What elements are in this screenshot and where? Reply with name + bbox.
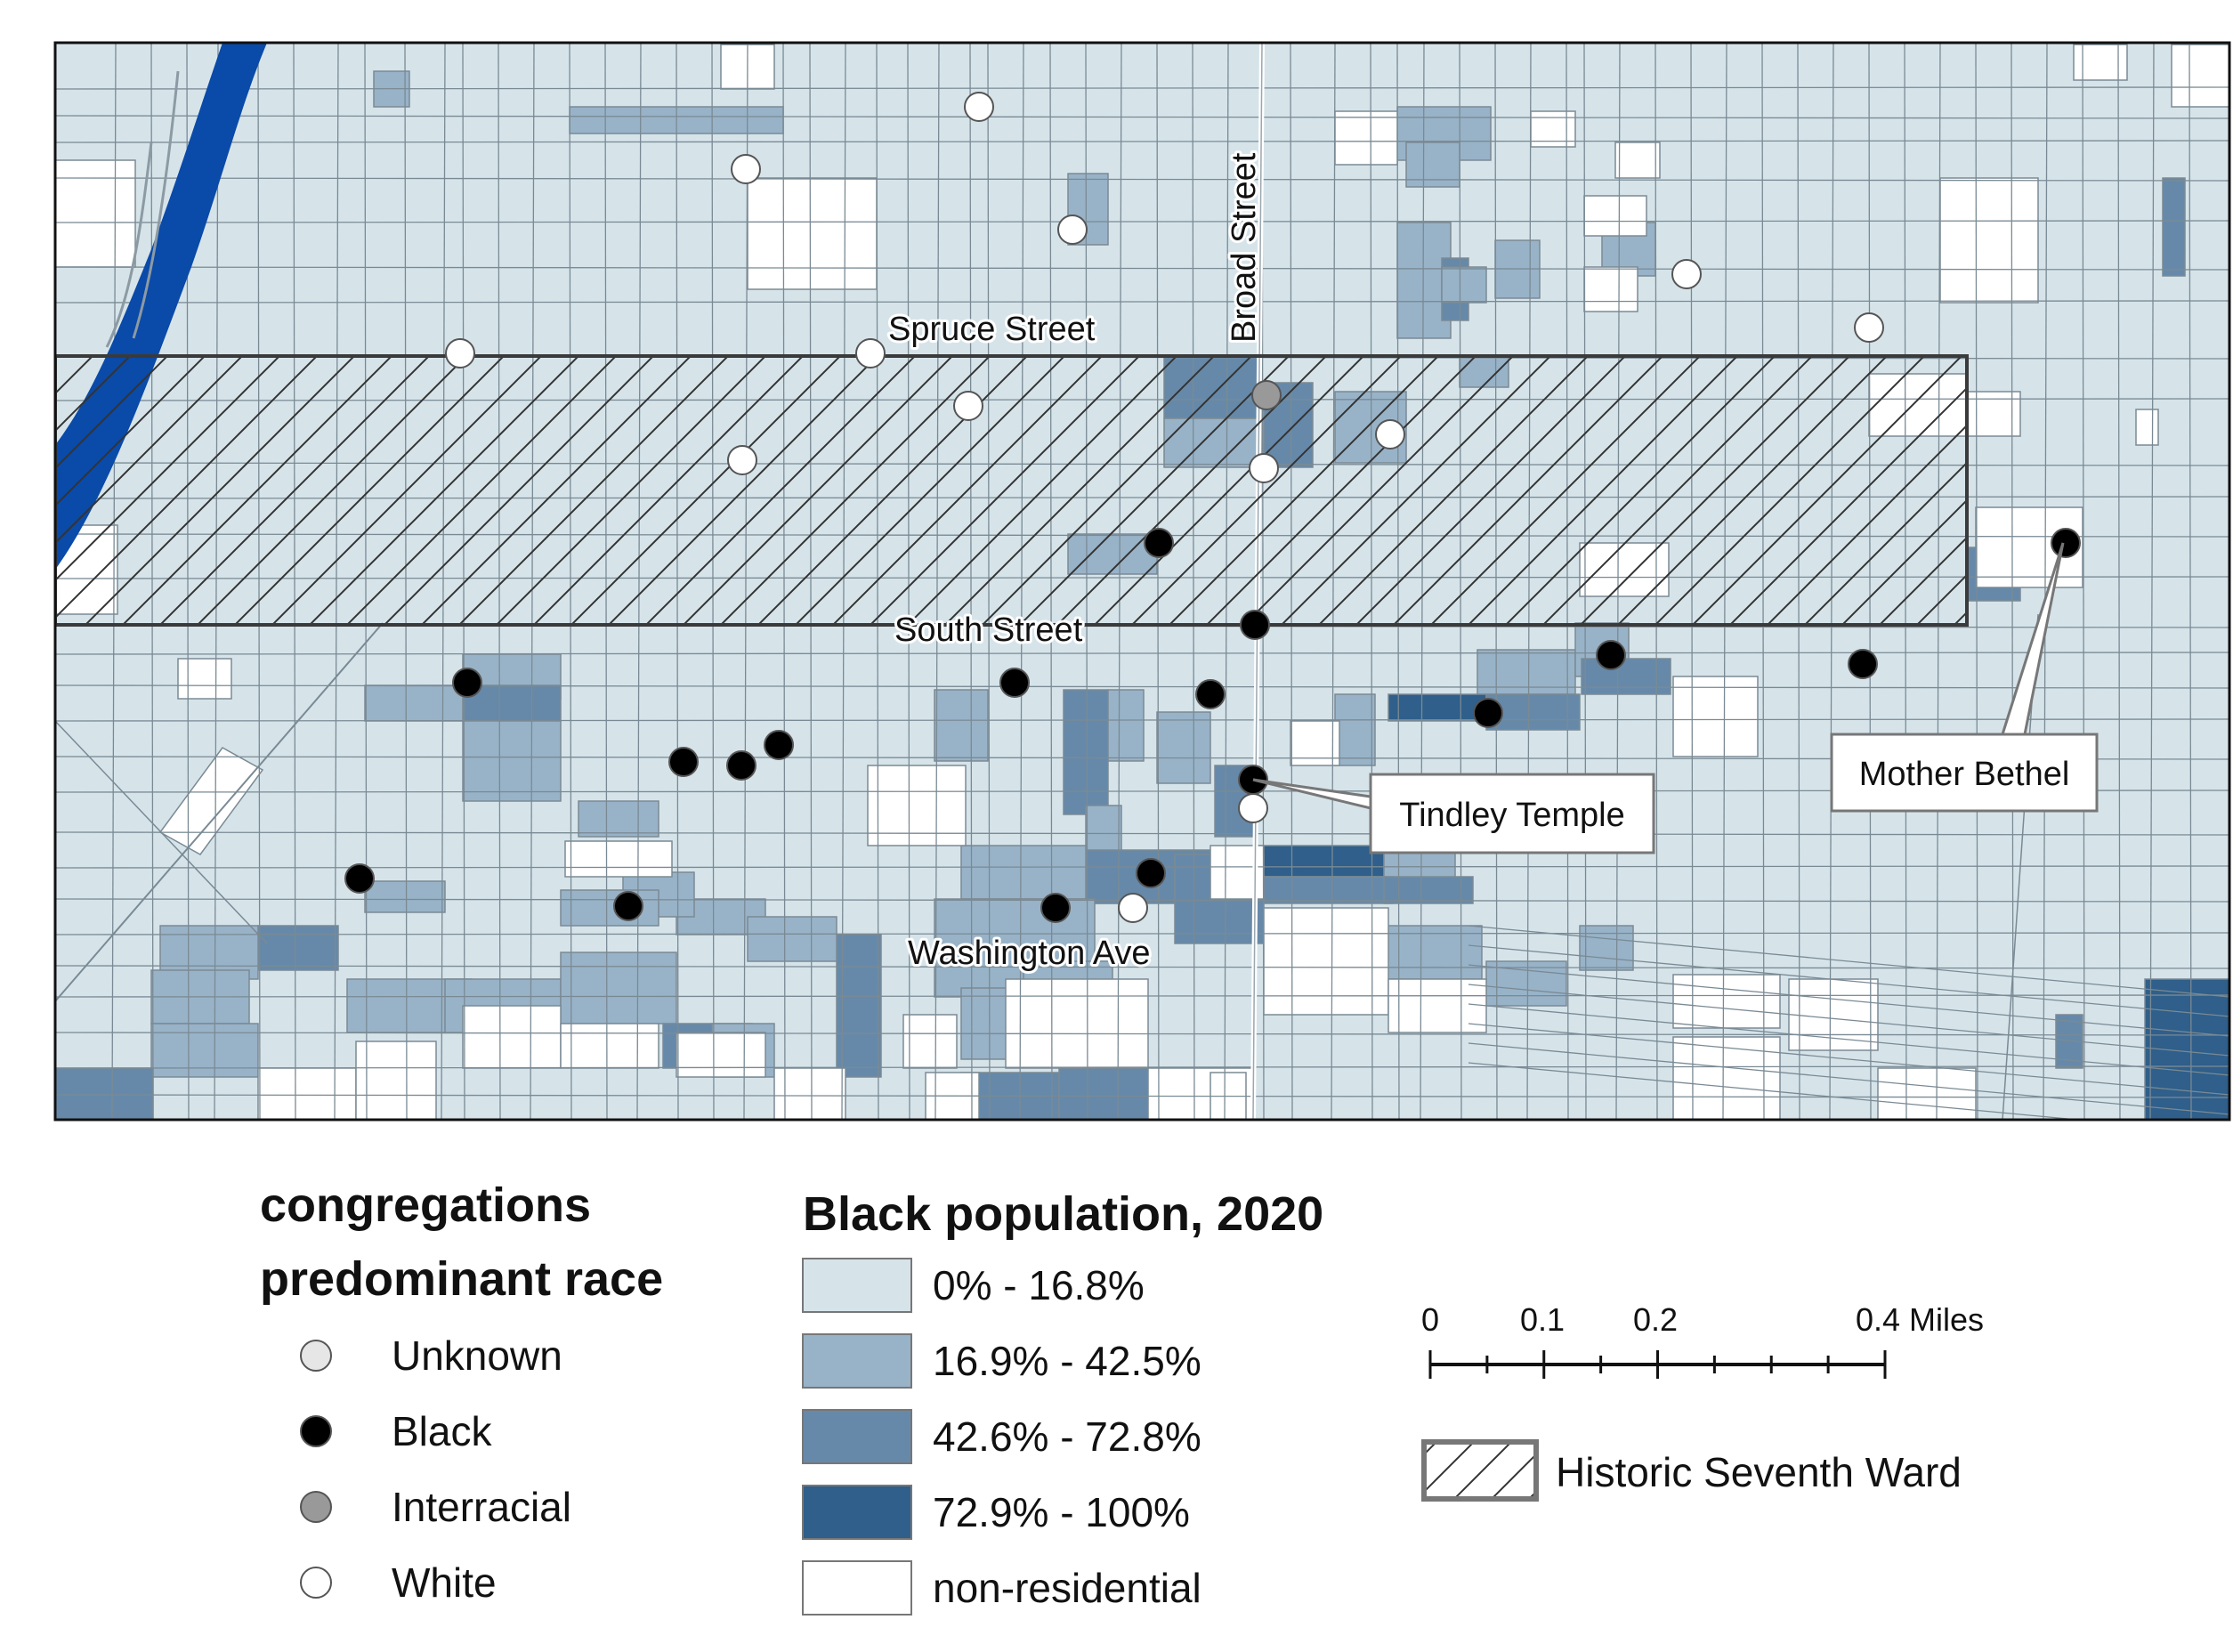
legend-population-swatch (802, 1258, 912, 1313)
legend-congregation-label: White (392, 1559, 497, 1606)
congregation-point (1040, 893, 1071, 923)
legend-population-swatch (802, 1560, 912, 1616)
congregation-point (452, 668, 482, 698)
legend-population: Black population, 2020 0% - 16.8% 16.9% -… (802, 1187, 1323, 1616)
legend-population-swatch (802, 1409, 912, 1464)
congregation-point (999, 668, 1030, 698)
south-street-label: South Street (894, 611, 1083, 649)
legend-congregation-swatch (300, 1340, 332, 1372)
legend-population-label: 72.9% - 100% (933, 1489, 1190, 1535)
congregation-point (1854, 312, 1884, 343)
legend-congregation-label: Interracial (392, 1484, 571, 1530)
riverbank-lines (105, 70, 180, 348)
congregation-point (953, 391, 983, 421)
spruce-street-label: Spruce Street (888, 311, 1096, 348)
legend-congregation-swatch (300, 1415, 332, 1447)
congregation-point (731, 154, 761, 184)
scale-bar: 0 0.1 0.2 0.4 Miles (1421, 1301, 1984, 1379)
congregation-point (613, 891, 643, 921)
scale-label-3: 0.4 Miles (1856, 1301, 1984, 1338)
congregation-point (1118, 893, 1148, 923)
congregation-point (1136, 858, 1166, 888)
legend-population-label: 0% - 16.8% (933, 1262, 1145, 1308)
congregation-point (1238, 793, 1268, 823)
legend-congregations-subtitle: predominant race (260, 1252, 663, 1306)
congregation-point (1848, 649, 1878, 679)
congregation-point (2051, 528, 2081, 558)
legend-congregation-label: Black (392, 1408, 492, 1454)
congregation-point (727, 445, 757, 475)
historic-ward-label: Historic Seventh Ward (1556, 1449, 1962, 1495)
scale-label-0: 0 (1421, 1301, 1439, 1338)
legend-congregation-label: Unknown (392, 1332, 562, 1379)
legend-congregations-title: congregations (260, 1178, 591, 1232)
congregation-point (1251, 380, 1282, 410)
broad-street-label: Broad Street (1226, 152, 1263, 343)
legend-population-label: non-residential (933, 1565, 1201, 1611)
congregation-point (668, 747, 699, 777)
congregation-point (1375, 419, 1405, 449)
congregation-point (1671, 259, 1702, 289)
tindley-temple-label: Tindley Temple (1399, 797, 1624, 834)
congregation-point (1057, 215, 1088, 245)
congregation-point (445, 338, 475, 368)
tindley-temple-callout: Tindley Temple (1252, 773, 1655, 854)
legend-congregation-swatch (300, 1567, 332, 1599)
mother-bethel-callout: Mother Bethel (1830, 542, 2099, 813)
congregation-point (1144, 528, 1174, 558)
congregation-point (1249, 453, 1279, 483)
congregation-point (1473, 698, 1503, 728)
washington-ave-label: Washington Ave (908, 935, 1151, 972)
congregation-point (855, 338, 886, 368)
legend-congregations: congregations predominant race Unknown Bl… (260, 1178, 663, 1606)
congregation-point (764, 730, 794, 760)
congregation-point (1596, 640, 1626, 670)
scale-label-2: 0.2 (1633, 1301, 1678, 1338)
legend-population-title: Black population, 2020 (803, 1187, 1323, 1241)
legend-historic-ward: Historic Seventh Ward (1421, 1439, 1962, 1502)
legend-population-swatch (802, 1333, 912, 1389)
legend-population-label: 16.9% - 42.5% (933, 1338, 1201, 1384)
congregation-point (1195, 679, 1226, 709)
congregation-point (1240, 610, 1270, 640)
historic-seventh-ward-area (55, 354, 1969, 627)
congregation-point (964, 92, 994, 122)
scale-label-1: 0.1 (1520, 1301, 1565, 1338)
congregation-point (344, 863, 375, 894)
congregation-point (726, 750, 756, 781)
legend-population-label: 42.6% - 72.8% (933, 1413, 1201, 1460)
legend-congregation-swatch (300, 1491, 332, 1523)
mother-bethel-label: Mother Bethel (1859, 756, 2070, 793)
legend-population-swatch (802, 1485, 912, 1540)
